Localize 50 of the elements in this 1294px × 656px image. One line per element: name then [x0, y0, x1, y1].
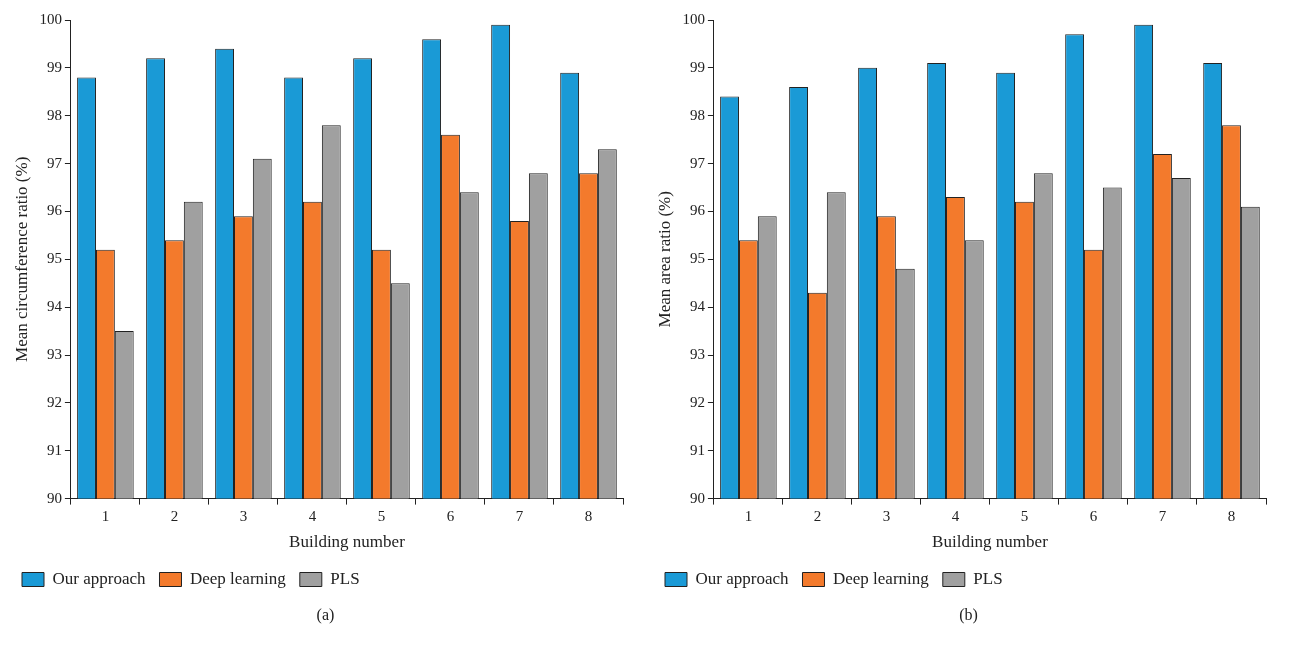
- x-tick-label: 7: [1158, 507, 1167, 524]
- y-tick-label: 99: [46, 58, 62, 75]
- y-tick-label: 93: [689, 345, 705, 362]
- x-tick-label: 5: [1020, 507, 1029, 524]
- y-tick-label: 91: [689, 441, 705, 458]
- legend-label: Deep learning: [832, 568, 930, 588]
- y-tick-label: 95: [46, 250, 62, 267]
- x-tick-label: 2: [813, 507, 822, 524]
- x-tick-label: 4: [308, 507, 317, 524]
- y-tick-label: 92: [46, 393, 62, 410]
- y-tick-label: 100: [682, 10, 705, 27]
- x-tick-label: 6: [446, 507, 455, 524]
- y-tick-label: 94: [46, 298, 63, 315]
- y-tick-label: 96: [46, 202, 63, 219]
- x-tick-label: 8: [584, 507, 593, 524]
- legend-label: Our approach: [695, 568, 789, 588]
- x-tick-label: 1: [101, 507, 110, 524]
- x-tick-label: 3: [239, 507, 248, 524]
- x-tick-label: 4: [951, 507, 960, 524]
- x-axis-title: Building number: [289, 532, 406, 552]
- text: (b): [959, 606, 978, 624]
- x-tick-label: 6: [1089, 507, 1098, 524]
- y-tick-label: 94: [689, 298, 706, 315]
- y-tick-label: 98: [46, 106, 62, 123]
- y-tick-label: 98: [689, 106, 705, 123]
- y-tick-label: 91: [46, 441, 62, 458]
- y-tick-label: 93: [46, 345, 62, 362]
- text: (a): [316, 606, 335, 624]
- legend-label: PLS: [973, 568, 1003, 588]
- y-tick-label: 97: [689, 154, 706, 171]
- legend-label: PLS: [330, 568, 360, 588]
- x-tick-label: 1: [744, 507, 753, 524]
- y-tick-label: 95: [689, 250, 705, 267]
- y-tick-label: 97: [46, 154, 63, 171]
- legend-label: Our approach: [52, 568, 146, 588]
- y-tick-label: 99: [689, 58, 705, 75]
- y-tick-label: 90: [46, 489, 62, 506]
- x-tick-label: 3: [882, 507, 891, 524]
- y-tick-label: 96: [689, 202, 706, 219]
- x-axis-title: Building number: [932, 532, 1049, 552]
- x-tick-label: 2: [170, 507, 179, 524]
- legend-label: Deep learning: [189, 568, 287, 588]
- y-tick-label: 90: [689, 489, 705, 506]
- y-tick-label: 100: [39, 10, 62, 27]
- x-tick-label: 7: [515, 507, 524, 524]
- y-axis-title: Mean circumference ratio (%): [11, 156, 31, 362]
- x-tick-label: 8: [1227, 507, 1236, 524]
- y-tick-label: 92: [689, 393, 705, 410]
- y-axis-title: Mean area ratio (%): [654, 191, 674, 328]
- x-tick-label: 5: [377, 507, 386, 524]
